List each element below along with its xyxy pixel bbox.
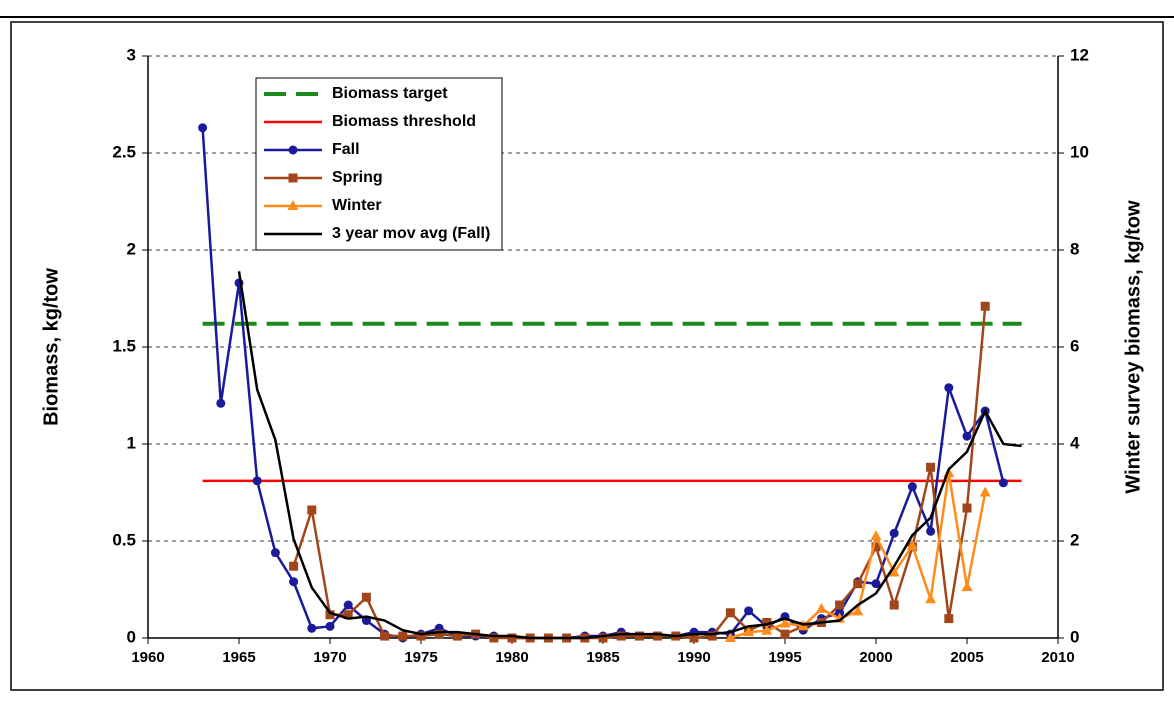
y-tick-label: 0.5 xyxy=(112,530,136,549)
marker xyxy=(962,503,972,513)
marker xyxy=(871,579,881,589)
marker xyxy=(870,530,882,541)
marker xyxy=(452,631,462,641)
marker xyxy=(835,600,845,610)
y2-tick-label: 0 xyxy=(1070,627,1079,646)
marker xyxy=(598,633,608,643)
marker xyxy=(889,600,899,610)
x-tick-label: 1995 xyxy=(768,649,801,666)
marker xyxy=(252,476,262,486)
y2-tick-label: 8 xyxy=(1070,239,1079,258)
y-tick-label: 1 xyxy=(127,433,136,452)
marker xyxy=(979,486,991,497)
frame xyxy=(10,21,1164,691)
marker xyxy=(325,610,335,620)
marker xyxy=(270,548,280,558)
marker xyxy=(198,123,208,133)
marker xyxy=(907,482,917,492)
marker xyxy=(926,462,936,472)
legend-label: Fall xyxy=(332,141,360,158)
series-line xyxy=(237,271,1022,640)
y-tick-label: 3 xyxy=(127,45,136,64)
legend-marker xyxy=(287,200,299,210)
marker xyxy=(416,631,426,641)
marker xyxy=(289,561,299,571)
marker xyxy=(871,542,881,552)
x-tick-label: 1970 xyxy=(313,649,346,666)
marker xyxy=(888,566,900,577)
x-tick-label: 2000 xyxy=(859,649,892,666)
marker xyxy=(889,528,899,538)
marker xyxy=(216,398,226,408)
marker xyxy=(361,592,371,602)
marker xyxy=(616,631,626,641)
x-tick-label: 1980 xyxy=(495,649,528,666)
marker xyxy=(725,608,735,618)
y-tick-label: 1.5 xyxy=(112,336,136,355)
marker xyxy=(761,624,773,635)
legend-marker xyxy=(288,173,298,183)
x-tick-label: 2010 xyxy=(1041,649,1074,666)
marker xyxy=(906,539,918,550)
legend-label: 3 year mov avg (Fall) xyxy=(332,225,490,242)
marker xyxy=(743,626,755,637)
y2-axis-label: Winter survey biomass, kg/tow xyxy=(1122,200,1144,494)
marker xyxy=(380,631,390,641)
legend-label: Biomass target xyxy=(332,85,448,102)
marker xyxy=(962,431,972,441)
y2-tick-label: 10 xyxy=(1070,142,1089,161)
marker xyxy=(289,577,299,587)
series-line xyxy=(292,306,987,640)
legend-box xyxy=(255,77,503,251)
legend-label: Spring xyxy=(332,169,383,186)
marker xyxy=(779,617,791,628)
x-tick-label: 1990 xyxy=(677,649,710,666)
y-tick-label: 0 xyxy=(127,627,136,646)
marker xyxy=(744,606,754,616)
marker xyxy=(815,602,827,613)
marker xyxy=(653,631,663,641)
marker xyxy=(707,631,717,641)
marker xyxy=(343,600,353,610)
marker xyxy=(780,629,790,639)
x-tick-label: 1960 xyxy=(131,649,164,666)
marker xyxy=(343,610,353,620)
x-tick-label: 1975 xyxy=(404,649,437,666)
marker xyxy=(925,593,937,604)
marker xyxy=(944,614,954,624)
marker xyxy=(998,478,1008,488)
marker xyxy=(307,505,317,515)
marker xyxy=(689,633,699,643)
marker xyxy=(961,581,973,592)
legend-label: Winter xyxy=(332,197,382,214)
x-tick-label: 1985 xyxy=(586,649,619,666)
y-tick-label: 2 xyxy=(127,239,136,258)
marker xyxy=(398,631,408,641)
marker xyxy=(980,301,990,311)
marker xyxy=(724,632,736,642)
y-axis-label: Biomass, kg/tow xyxy=(40,268,62,426)
y2-tick-label: 6 xyxy=(1070,336,1079,355)
marker xyxy=(634,631,644,641)
y2-tick-label: 12 xyxy=(1070,45,1089,64)
marker xyxy=(853,579,863,589)
marker xyxy=(307,623,317,633)
legend-label: Biomass threshold xyxy=(332,113,476,130)
legend-marker xyxy=(288,145,298,155)
y2-tick-label: 2 xyxy=(1070,530,1079,549)
marker xyxy=(434,629,444,639)
marker xyxy=(507,633,517,643)
y2-tick-label: 4 xyxy=(1070,433,1080,452)
marker xyxy=(944,383,954,393)
marker xyxy=(325,621,335,631)
marker xyxy=(489,633,499,643)
marker xyxy=(762,617,772,627)
marker xyxy=(926,526,936,536)
x-tick-label: 2005 xyxy=(950,649,983,666)
marker xyxy=(852,605,864,616)
y-tick-label: 2.5 xyxy=(112,142,136,161)
x-tick-label: 1965 xyxy=(222,649,255,666)
